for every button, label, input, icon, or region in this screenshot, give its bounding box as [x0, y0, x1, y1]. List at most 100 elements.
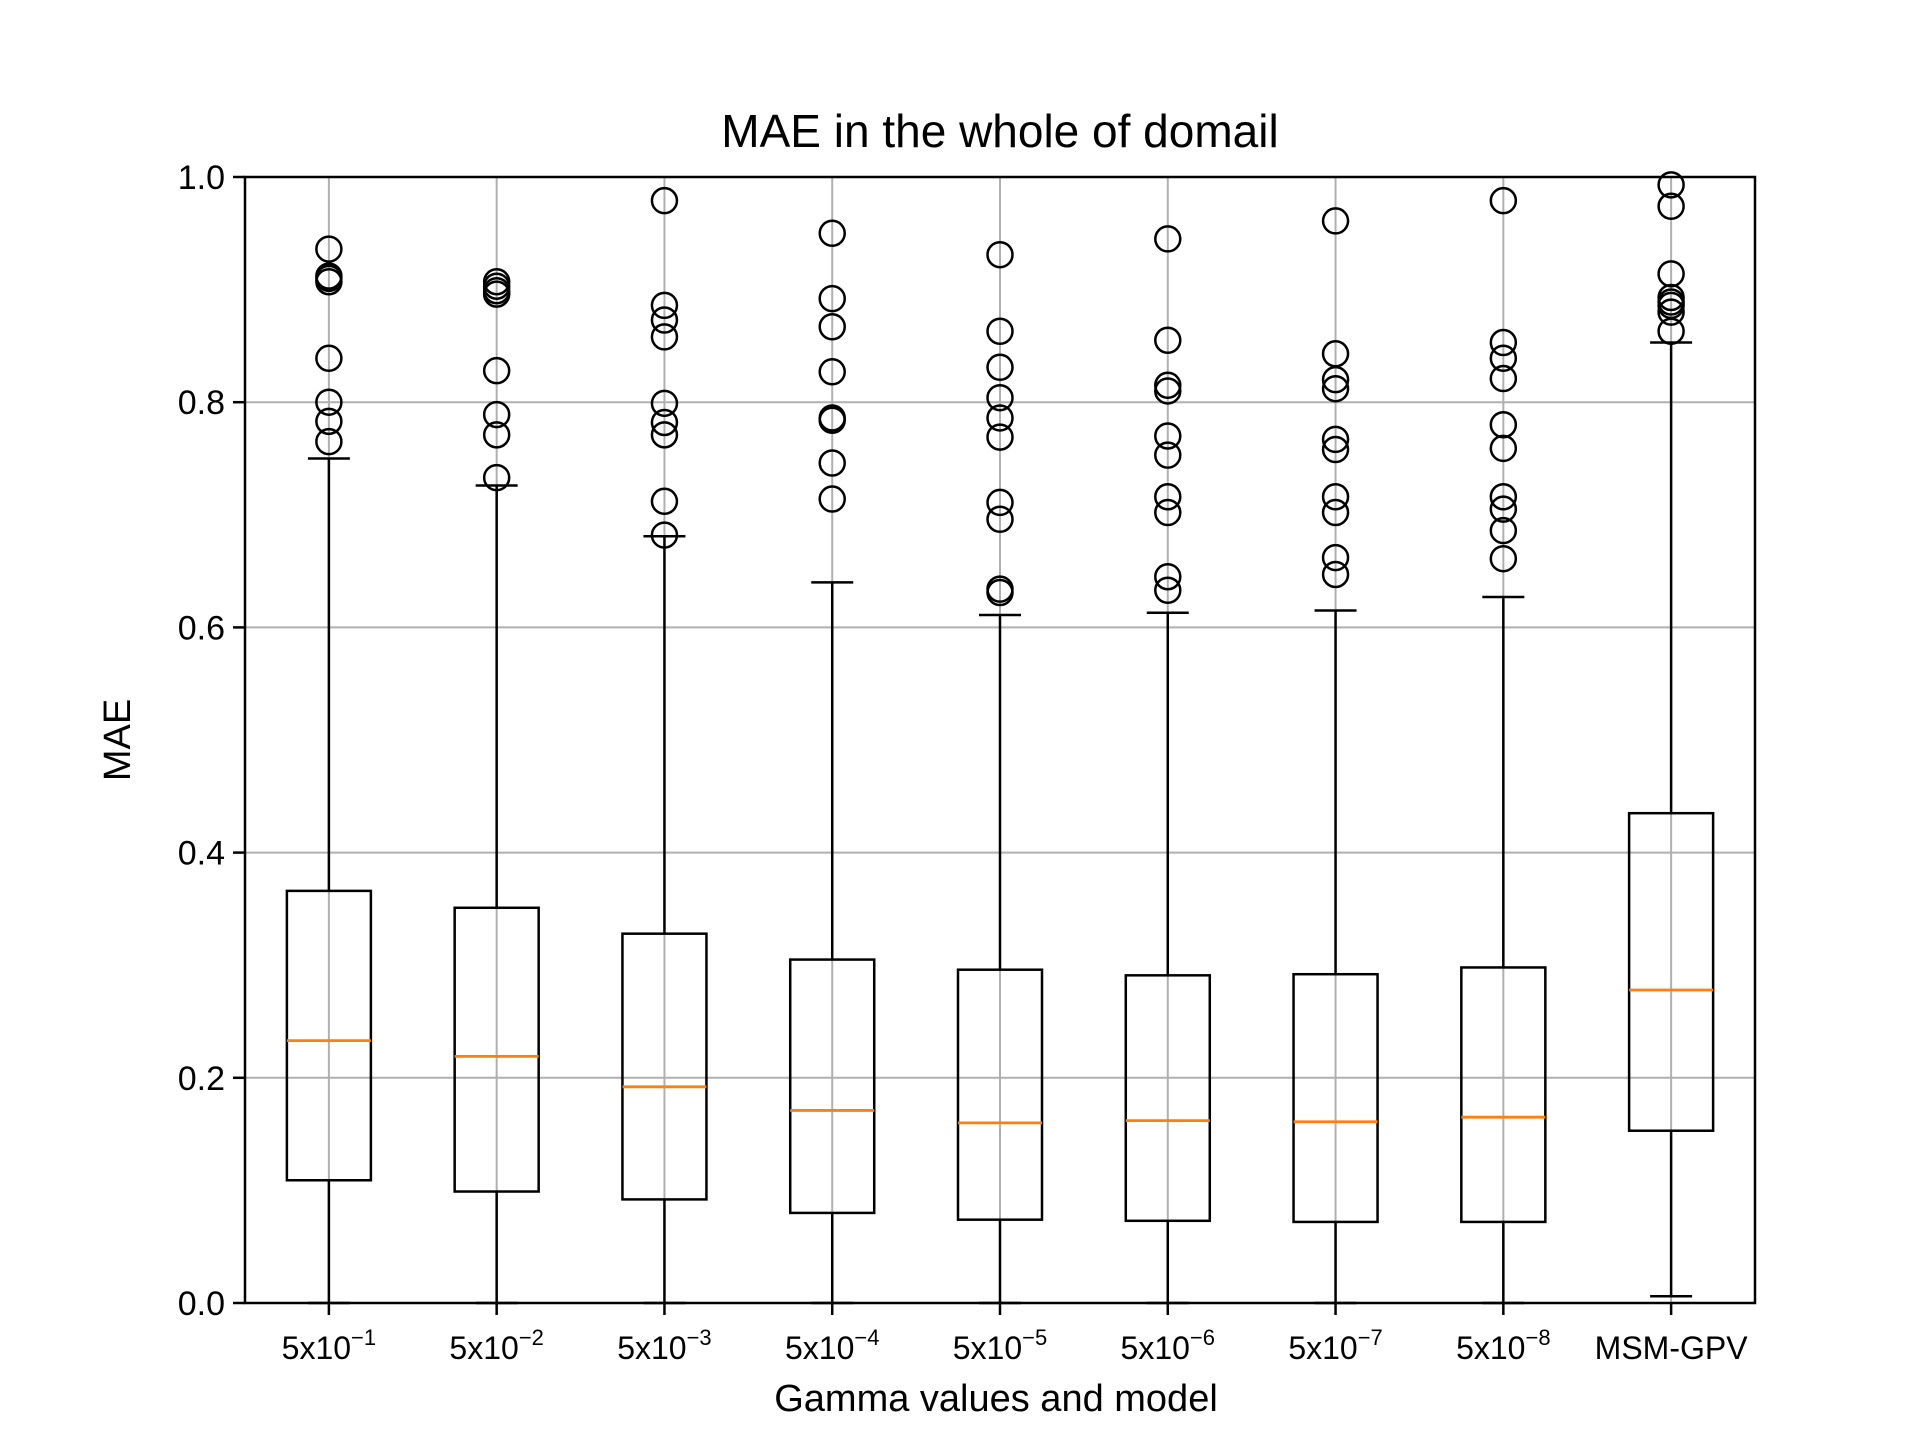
- outlier-point: [1154, 483, 1182, 511]
- box-group: [1460, 186, 1547, 1305]
- box-iqr: [621, 932, 708, 1201]
- outlier-point: [482, 356, 511, 385]
- x-tick-label: 5x10−1: [282, 1325, 376, 1366]
- box-iqr: [285, 889, 373, 1182]
- outlier-point: [650, 186, 679, 215]
- outlier-point: [1489, 410, 1518, 439]
- outlier-point: [1657, 283, 1685, 312]
- outlier-point: [1657, 260, 1685, 288]
- chart-title: MAE in the whole of domail: [721, 105, 1278, 157]
- outlier-point: [1321, 340, 1350, 368]
- outlier-point: [1489, 483, 1518, 511]
- outlier-point: [482, 267, 511, 296]
- box-group: [453, 267, 540, 1305]
- outlier-point: [986, 575, 1014, 603]
- outlier-point: [1657, 192, 1685, 221]
- outlier-point: [1154, 441, 1182, 469]
- outlier-point: [1154, 498, 1182, 527]
- outlier-point: [315, 407, 343, 436]
- outlier-point: [1321, 435, 1350, 464]
- axis-ticks: 0.0 0.2 0.4 0.6 0.8 1.0 5x10−1 5x10−2 5x10−3 5x10…: [178, 159, 1748, 1366]
- x-tick-label: 5x10−2: [449, 1325, 543, 1366]
- outlier-point: [315, 427, 343, 456]
- outlier-point: [1489, 186, 1518, 215]
- outlier-point: [482, 463, 511, 492]
- box-iqr: [1460, 966, 1547, 1224]
- outlier-point: [818, 358, 846, 386]
- outlier-point: [650, 521, 679, 549]
- box-group: [1627, 171, 1715, 1298]
- y-tick-label: 0.0: [178, 1285, 225, 1323]
- outlier-point: [1321, 425, 1350, 454]
- box-group: [621, 186, 708, 1305]
- outlier-point: [1321, 207, 1350, 235]
- box-group: [1292, 207, 1379, 1305]
- outlier-point: [1154, 371, 1182, 400]
- y-tick-label: 0.6: [178, 609, 225, 647]
- x-tick-label: 5x10−3: [617, 1325, 711, 1366]
- y-tick-label: 0.8: [178, 384, 225, 422]
- outlier-point: [986, 240, 1014, 269]
- outlier-point: [1154, 326, 1182, 355]
- outlier-point: [1657, 171, 1685, 199]
- outlier-point: [1321, 560, 1350, 589]
- x-tick-label: 5x10−5: [953, 1325, 1047, 1366]
- outlier-point: [986, 353, 1014, 382]
- outlier-point: [1489, 434, 1518, 463]
- outlier-point: [1154, 422, 1182, 450]
- y-tick-label: 0.4: [178, 835, 225, 873]
- outlier-point: [1489, 516, 1518, 545]
- box-iqr: [1627, 811, 1715, 1132]
- outlier-point: [1154, 576, 1182, 604]
- y-tick-label: 0.2: [178, 1060, 225, 1098]
- outlier-point: [818, 284, 846, 313]
- box-iqr: [1124, 974, 1212, 1223]
- x-tick-label: 5x10−4: [785, 1325, 879, 1366]
- box-group: [956, 240, 1044, 1305]
- outlier-point: [650, 487, 679, 516]
- outlier-point: [818, 449, 846, 477]
- outlier-point: [650, 421, 679, 449]
- outlier-point: [315, 262, 343, 290]
- outlier-point: [650, 306, 679, 334]
- outlier-point: [482, 421, 511, 449]
- outlier-point: [315, 388, 343, 416]
- outlier-point: [1489, 328, 1518, 357]
- box-group: [1124, 225, 1212, 1305]
- x-axis-label: Gamma values and model: [774, 1378, 1218, 1420]
- x-tick-label: 5x10−7: [1288, 1325, 1382, 1366]
- outlier-point: [1657, 298, 1685, 326]
- outlier-point: [650, 408, 679, 437]
- outlier-point: [315, 235, 343, 263]
- outlier-point: [1154, 225, 1182, 253]
- x-tick-label: 5x10−8: [1456, 1325, 1550, 1366]
- outlier-point: [986, 505, 1014, 534]
- outlier-point: [1489, 544, 1518, 573]
- outlier-point: [1489, 344, 1518, 373]
- outlier-point: [818, 313, 846, 341]
- box-iqr: [788, 958, 876, 1215]
- outlier-point: [650, 389, 679, 418]
- outlier-point: [986, 423, 1014, 451]
- outlier-point: [1321, 374, 1350, 403]
- box-iqr: [453, 906, 540, 1193]
- y-axis-label: MAE: [97, 699, 139, 781]
- outlier-point: [1321, 498, 1350, 527]
- outlier-point: [818, 404, 846, 432]
- outlier-point: [986, 383, 1014, 412]
- outlier-point: [986, 317, 1014, 346]
- outlier-point: [650, 291, 679, 320]
- outlier-point: [1321, 543, 1350, 572]
- y-tick-label: 1.0: [178, 159, 225, 197]
- outlier-point: [818, 485, 846, 513]
- outlier-point: [986, 404, 1014, 432]
- outlier-point: [1489, 364, 1518, 393]
- box-iqr: [956, 968, 1044, 1221]
- box-iqr: [1292, 972, 1379, 1224]
- outlier-point: [986, 488, 1014, 517]
- boxes: [285, 171, 1715, 1305]
- x-tick-label: MSM-GPV: [1595, 1330, 1749, 1366]
- x-tick-label: 5x10−6: [1121, 1325, 1215, 1366]
